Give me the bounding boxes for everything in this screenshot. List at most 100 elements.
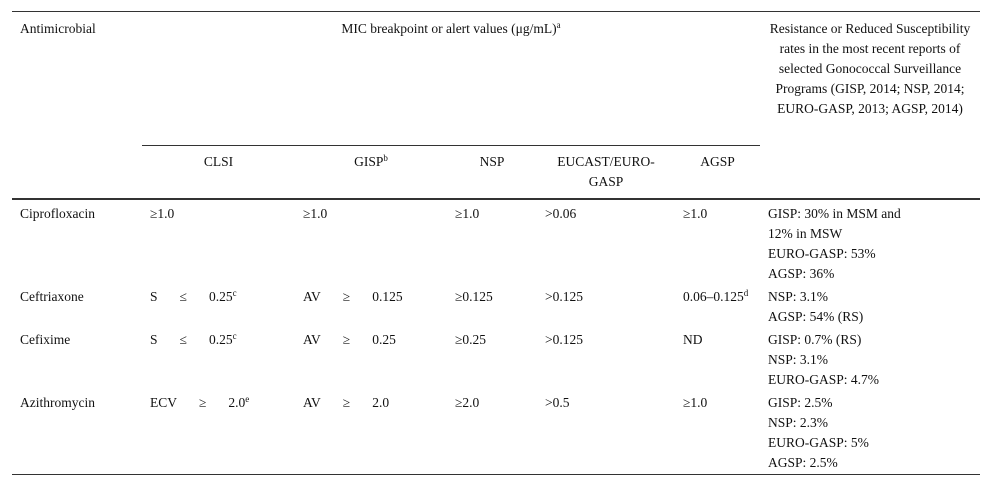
name-cell: Azithromycin	[12, 391, 142, 475]
value-part: ≥1.0	[455, 206, 480, 221]
value-part: AV	[303, 289, 321, 304]
body-row: Cefixime S ≤0.25c AV ≥0.25 ≥0.25 >0.125 ND GISP:…	[12, 328, 980, 391]
value-part: ECV	[150, 395, 177, 410]
value-cell: ≥2.0	[447, 391, 537, 475]
value-part: ≥1.0	[303, 206, 328, 221]
value-part: ≥0.25	[455, 332, 487, 347]
rate-line: EURO-GASP: 4.7%	[768, 372, 880, 387]
rate-line: AGSP: 36%	[768, 266, 835, 281]
header-cell: Resistance or Reduced Susceptibility rat…	[760, 12, 980, 200]
value-cell: ≥1.0	[142, 199, 295, 285]
rate-line: GISP: 0.7% (RS)	[768, 332, 862, 347]
value-cell: ND	[675, 328, 760, 391]
table-body: Ciprofloxacin ≥1.0 ≥1.0 ≥1.0 >0.06 ≥1.0 GISP: …	[12, 199, 980, 475]
value-part: >0.5	[545, 395, 570, 410]
header-text: Antimicrobial	[20, 21, 96, 36]
value-cell: AV ≥0.25	[295, 328, 447, 391]
table-head: Antimicrobial MIC breakpoint or alert va…	[12, 11, 980, 200]
rate-line: GISP: 30% in MSM and	[768, 206, 901, 221]
rate-line: EURO-GASP: 5%	[768, 435, 869, 450]
rate-line: EURO-GASP: 53%	[768, 246, 876, 261]
value-part: ≥1.0	[150, 206, 175, 221]
subheader-cell: GISPb	[295, 145, 447, 199]
name-cell: Ceftriaxone	[12, 285, 142, 328]
value-part: AV	[303, 395, 321, 410]
value-part: 0.06–0.125	[683, 289, 744, 304]
rate-line: GISP: 2.5%	[768, 395, 833, 410]
footnote-mark: c	[232, 331, 237, 341]
value-part: ≥	[342, 332, 351, 347]
value-cell: ≥1.0	[675, 199, 760, 285]
subheader-cell: AGSP	[675, 145, 760, 199]
footnote-mark: c	[232, 288, 237, 298]
value-part: 0.25	[208, 332, 233, 347]
subheader-text: GISP	[354, 154, 384, 169]
subheader-cell: EUCAST/EURO-GASP	[537, 145, 675, 199]
value-cell: >0.5	[537, 391, 675, 475]
header-text: Resistance or Reduced Susceptibility rat…	[769, 21, 971, 116]
subheader-text: EUCAST/EURO-GASP	[557, 154, 655, 189]
value-part: ≤	[179, 289, 187, 304]
antimicrobial-name: Cefixime	[20, 332, 71, 347]
rate-line: NSP: 2.3%	[768, 415, 829, 430]
rate-line: NSP: 3.1%	[768, 352, 829, 367]
value-part: 0.125	[372, 289, 403, 304]
rate-line: AGSP: 54% (RS)	[768, 309, 864, 324]
subheader-text: CLSI	[203, 154, 234, 169]
rate-line: 12% in MSW	[768, 226, 843, 241]
subheader-row: CLSI GISPb NSP EUCAST/EURO-GASP AGSP	[12, 145, 980, 199]
value-part: >0.06	[545, 206, 577, 221]
value-part: AV	[303, 332, 321, 347]
value-cell: >0.125	[537, 285, 675, 328]
table-container: Antimicrobial MIC breakpoint or alert va…	[12, 11, 980, 475]
body-row: Ciprofloxacin ≥1.0 ≥1.0 ≥1.0 >0.06 ≥1.0 GISP: …	[12, 199, 980, 285]
value-part: ≥1.0	[683, 206, 708, 221]
antimicrobial-name: Ciprofloxacin	[20, 206, 95, 221]
footnote-mark: b	[383, 153, 388, 163]
value-part: ≥2.0	[455, 395, 480, 410]
value-part: 0.25	[208, 289, 233, 304]
antimicrobial-name: Ceftriaxone	[20, 289, 84, 304]
subheader-text: NSP	[479, 154, 505, 169]
rates-cell: GISP: 30% in MSM and 12% in MSW EURO-GASP:…	[760, 199, 980, 285]
value-part: S	[150, 332, 158, 347]
value-cell: >0.06	[537, 199, 675, 285]
value-part: >0.125	[545, 332, 583, 347]
value-cell: ≥0.25	[447, 328, 537, 391]
value-cell: ≥1.0	[295, 199, 447, 285]
header-cell: MIC breakpoint or alert values (μg/mL)a	[142, 12, 760, 146]
data-table: Antimicrobial MIC breakpoint or alert va…	[12, 11, 980, 475]
rate-line: NSP: 3.1%	[768, 289, 829, 304]
value-cell: >0.125	[537, 328, 675, 391]
subheader-text: AGSP	[700, 154, 735, 169]
header-text: MIC breakpoint or alert values (μg/mL)	[341, 21, 557, 36]
subheader-cell: CLSI	[142, 145, 295, 199]
footnote-mark: e	[245, 394, 250, 404]
value-cell: ≥0.125	[447, 285, 537, 328]
value-cell: AV ≥2.0	[295, 391, 447, 475]
value-cell: 0.06–0.125d	[675, 285, 760, 328]
value-part: 2.0	[228, 395, 246, 410]
footnote-mark: a	[556, 20, 561, 30]
rates-cell: GISP: 2.5% NSP: 2.3% EURO-GASP: 5% AGSP: 2.…	[760, 391, 980, 475]
body-row: Azithromycin ECV ≥2.0e AV ≥2.0 ≥2.0 >0.5 ≥1.0 GI…	[12, 391, 980, 475]
header-cell: Antimicrobial	[12, 12, 142, 200]
value-part: ≥1.0	[683, 395, 708, 410]
value-part: 0.25	[372, 332, 396, 347]
footnote-mark: d	[743, 288, 749, 298]
name-cell: Cefixime	[12, 328, 142, 391]
value-part: ≥	[342, 395, 351, 410]
value-part: ≥	[342, 289, 351, 304]
value-part: S	[150, 289, 158, 304]
value-part: ≥	[199, 395, 207, 410]
value-part: 2.0	[372, 395, 390, 410]
value-cell: S ≤0.25c	[142, 285, 295, 328]
rate-line: AGSP: 2.5%	[768, 455, 838, 470]
value-cell: ≥1.0	[447, 199, 537, 285]
subheader-cell: NSP	[447, 145, 537, 199]
value-cell: AV ≥0.125	[295, 285, 447, 328]
value-part: ≥0.125	[455, 289, 493, 304]
value-part: ND	[683, 332, 703, 347]
name-cell: Ciprofloxacin	[12, 199, 142, 285]
value-part: ≤	[179, 332, 187, 347]
